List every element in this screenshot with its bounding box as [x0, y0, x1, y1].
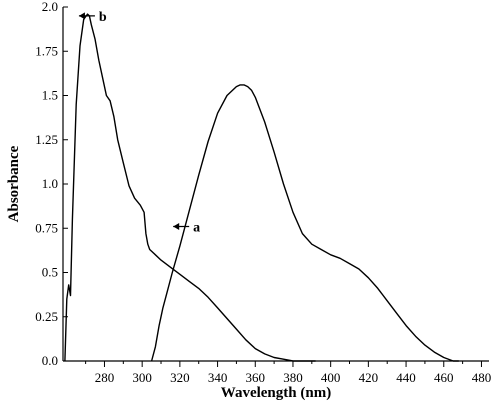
y-tick-label: 1.25: [35, 132, 58, 147]
y-tick-label: 0.25: [35, 309, 58, 324]
x-tick-label: 480: [472, 370, 492, 385]
y-tick-label: 2.0: [42, 0, 58, 14]
y-tick-label: 1.5: [42, 88, 58, 103]
y-tick-label: 1.0: [42, 176, 58, 191]
x-tick-label: 460: [434, 370, 454, 385]
y-axis-title: Absorbance: [6, 145, 22, 222]
x-tick-label: 340: [208, 370, 228, 385]
x-tick-label: 440: [396, 370, 416, 385]
y-tick-label: 1.75: [35, 43, 58, 58]
series-line-b: [64, 13, 316, 362]
x-tick-label: 280: [95, 370, 115, 385]
x-tick-label: 360: [246, 370, 266, 385]
annotation-arrow-head: [78, 12, 85, 20]
plot-area: 0.0 0.25 0.5 0.75 1.0 1.25 1.5 1.75 2.0 280 300 320…: [35, 0, 491, 385]
y-tick-label: 0.5: [42, 265, 58, 280]
annotation-label: a: [193, 220, 200, 235]
x-tick-label: 420: [359, 370, 379, 385]
annotation-b: b: [78, 10, 107, 25]
annotation-a: a: [173, 220, 200, 235]
annotation-arrow-head: [173, 222, 180, 230]
y-tick-label: 0.75: [35, 220, 58, 235]
annotation-label: b: [99, 10, 107, 25]
x-tick-label: 320: [170, 370, 190, 385]
y-tick-label: 0.0: [42, 353, 58, 368]
series-line-a: [150, 84, 459, 362]
x-axis-title: Wavelength (nm): [221, 385, 331, 401]
x-tick-label: 380: [283, 370, 303, 385]
x-tick-label: 300: [132, 370, 152, 385]
x-tick-label: 400: [321, 370, 341, 385]
